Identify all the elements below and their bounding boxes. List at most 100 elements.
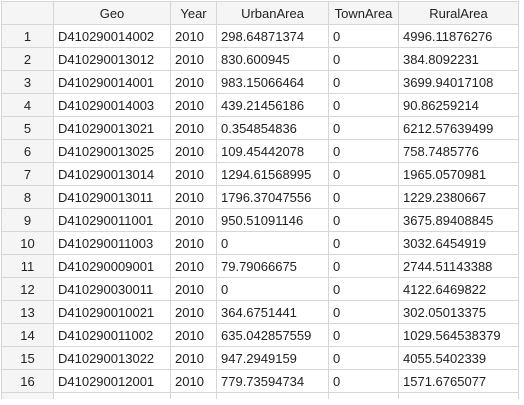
urbanarea-cell[interactable]: 830.600945 bbox=[216, 47, 329, 71]
column-header-ruralarea[interactable]: RuralArea bbox=[398, 1, 519, 25]
year-cell[interactable]: 2010 bbox=[170, 162, 217, 186]
ruralarea-cell[interactable]: 1229.2380667 bbox=[398, 185, 519, 209]
geo-cell[interactable]: D410290013021 bbox=[53, 116, 171, 140]
townarea-cell[interactable]: 0 bbox=[328, 277, 399, 301]
table-row[interactable]: 14 D410290011002 2010 635.042857559 0 1029.56… bbox=[1, 323, 519, 347]
urbanarea-cell[interactable]: 0 bbox=[216, 277, 329, 301]
geo-cell[interactable]: D410290014003 bbox=[53, 93, 171, 117]
table-row[interactable]: 2 D410290013012 2010 830.600945 0 384.8092231 bbox=[1, 47, 519, 71]
urbanarea-cell[interactable]: 364.6751441 bbox=[216, 300, 329, 324]
townarea-cell[interactable]: 0 bbox=[328, 70, 399, 94]
year-cell[interactable]: 2010 bbox=[170, 254, 217, 278]
row-number[interactable]: 12 bbox=[1, 277, 54, 301]
year-cell[interactable]: 2010 bbox=[170, 369, 217, 393]
ruralarea-cell[interactable]: 2744.51143388 bbox=[398, 254, 519, 278]
townarea-cell[interactable]: 0 bbox=[328, 346, 399, 370]
column-header-urbanarea[interactable]: UrbanArea bbox=[216, 1, 329, 25]
year-cell[interactable]: 2010 bbox=[170, 231, 217, 255]
row-number[interactable]: 3 bbox=[1, 70, 54, 94]
townarea-cell[interactable]: 0 bbox=[328, 47, 399, 71]
row-number[interactable]: 7 bbox=[1, 162, 54, 186]
table-row[interactable]: 7 D410290013014 2010 1294.61568995 0 1965.057… bbox=[1, 162, 519, 186]
geo-cell[interactable]: D410290014001 bbox=[53, 70, 171, 94]
ruralarea-cell[interactable]: 4122.6469822 bbox=[398, 277, 519, 301]
urbanarea-cell[interactable]: 1796.37047556 bbox=[216, 185, 329, 209]
ruralarea-cell[interactable]: 6212.57639499 bbox=[398, 116, 519, 140]
row-number[interactable]: 13 bbox=[1, 300, 54, 324]
geo-cell[interactable]: D410290010021 bbox=[53, 300, 171, 324]
table-row[interactable]: 5 D410290013021 2010 0.354854836 0 6212.57639… bbox=[1, 116, 519, 140]
townarea-cell[interactable]: 0 bbox=[328, 24, 399, 48]
table-row[interactable]: 8 D410290013011 2010 1796.37047556 0 1229.238… bbox=[1, 185, 519, 209]
row-number[interactable]: 8 bbox=[1, 185, 54, 209]
row-number[interactable]: 16 bbox=[1, 369, 54, 393]
geo-cell[interactable]: D410290011003 bbox=[53, 231, 171, 255]
ruralarea-cell[interactable]: 384.8092231 bbox=[398, 47, 519, 71]
geo-cell[interactable]: D410290014002 bbox=[53, 24, 171, 48]
urbanarea-cell[interactable]: 79.79066675 bbox=[216, 254, 329, 278]
year-cell[interactable]: 2010 bbox=[170, 139, 217, 163]
ruralarea-cell[interactable]: 758.7485776 bbox=[398, 139, 519, 163]
year-cell[interactable]: 2010 bbox=[170, 277, 217, 301]
table-row[interactable]: 15 D410290013022 2010 947.2949159 0 4055.5402… bbox=[1, 346, 519, 370]
ruralarea-cell[interactable]: 3699.94017108 bbox=[398, 70, 519, 94]
table-row[interactable]: 11 D410290009001 2010 79.79066675 0 2744.5114… bbox=[1, 254, 519, 278]
urbanarea-cell[interactable]: 947.2949159 bbox=[216, 346, 329, 370]
urbanarea-cell[interactable]: 779.73594734 bbox=[216, 369, 329, 393]
ruralarea-cell[interactable]: 3032.6454919 bbox=[398, 231, 519, 255]
townarea-cell[interactable]: 0 bbox=[328, 208, 399, 232]
row-number[interactable]: 14 bbox=[1, 323, 54, 347]
townarea-cell[interactable]: 0 bbox=[328, 323, 399, 347]
townarea-cell[interactable]: 0 bbox=[328, 369, 399, 393]
ruralarea-cell[interactable]: 302.05013375 bbox=[398, 300, 519, 324]
ruralarea-cell[interactable]: 4055.5402339 bbox=[398, 346, 519, 370]
urbanarea-cell[interactable]: 950.51091146 bbox=[216, 208, 329, 232]
ruralarea-cell[interactable]: 4996.11876276 bbox=[398, 24, 519, 48]
geo-cell[interactable]: D410290011001 bbox=[53, 208, 171, 232]
urbanarea-cell[interactable]: 0 bbox=[216, 231, 329, 255]
table-row[interactable]: 16 D410290012001 2010 779.73594734 0 1571.676… bbox=[1, 369, 519, 393]
row-number[interactable]: 5 bbox=[1, 116, 54, 140]
ruralarea-cell[interactable]: 1965.0570981 bbox=[398, 162, 519, 186]
geo-cell[interactable]: D410290013011 bbox=[53, 185, 171, 209]
geo-cell[interactable]: D410290013022 bbox=[53, 346, 171, 370]
row-number[interactable]: 1 bbox=[1, 24, 54, 48]
year-cell[interactable]: 2010 bbox=[170, 346, 217, 370]
column-header-townarea[interactable]: TownArea bbox=[328, 1, 399, 25]
geo-cell[interactable]: D410290013025 bbox=[53, 139, 171, 163]
row-number[interactable]: 11 bbox=[1, 254, 54, 278]
row-number[interactable]: 6 bbox=[1, 139, 54, 163]
townarea-cell[interactable]: 0 bbox=[328, 254, 399, 278]
row-number[interactable]: 15 bbox=[1, 346, 54, 370]
year-cell[interactable]: 2010 bbox=[170, 323, 217, 347]
ruralarea-cell[interactable]: 1571.6765077 bbox=[398, 369, 519, 393]
table-row[interactable]: 9 D410290011001 2010 950.51091146 0 3675.8940… bbox=[1, 208, 519, 232]
geo-cell[interactable]: D410290011002 bbox=[53, 323, 171, 347]
year-cell[interactable]: 2010 bbox=[170, 185, 217, 209]
geo-cell[interactable]: D410290012001 bbox=[53, 369, 171, 393]
geo-cell[interactable]: D410290009001 bbox=[53, 254, 171, 278]
urbanarea-cell[interactable]: 439.21456186 bbox=[216, 93, 329, 117]
townarea-cell[interactable]: 0 bbox=[328, 231, 399, 255]
geo-cell[interactable]: D410290013012 bbox=[53, 47, 171, 71]
urbanarea-cell[interactable]: 1294.61568995 bbox=[216, 162, 329, 186]
ruralarea-cell[interactable]: 90.86259214 bbox=[398, 93, 519, 117]
year-cell[interactable]: 2010 bbox=[170, 24, 217, 48]
urbanarea-cell[interactable]: 109.45442078 bbox=[216, 139, 329, 163]
table-row[interactable]: 6 D410290013025 2010 109.45442078 0 758.74857… bbox=[1, 139, 519, 163]
column-header-geo[interactable]: Geo bbox=[53, 1, 171, 25]
table-row[interactable]: 3 D410290014001 2010 983.15066464 0 3699.9401… bbox=[1, 70, 519, 94]
townarea-cell[interactable]: 0 bbox=[328, 300, 399, 324]
table-row[interactable]: 10 D410290011003 2010 0 0 3032.6454919 bbox=[1, 231, 519, 255]
urbanarea-cell[interactable]: 635.042857559 bbox=[216, 323, 329, 347]
table-row[interactable]: 13 D410290010021 2010 364.6751441 0 302.05013… bbox=[1, 300, 519, 324]
townarea-cell[interactable]: 0 bbox=[328, 185, 399, 209]
year-cell[interactable]: 2010 bbox=[170, 208, 217, 232]
year-cell[interactable]: 2010 bbox=[170, 93, 217, 117]
row-number[interactable]: 9 bbox=[1, 208, 54, 232]
urbanarea-cell[interactable]: 0.354854836 bbox=[216, 116, 329, 140]
year-cell[interactable]: 2010 bbox=[170, 70, 217, 94]
table-row[interactable]: 1 D410290014002 2010 298.64871374 0 4996.1187… bbox=[1, 24, 519, 48]
townarea-cell[interactable]: 0 bbox=[328, 116, 399, 140]
geo-cell[interactable]: D410290030011 bbox=[53, 277, 171, 301]
